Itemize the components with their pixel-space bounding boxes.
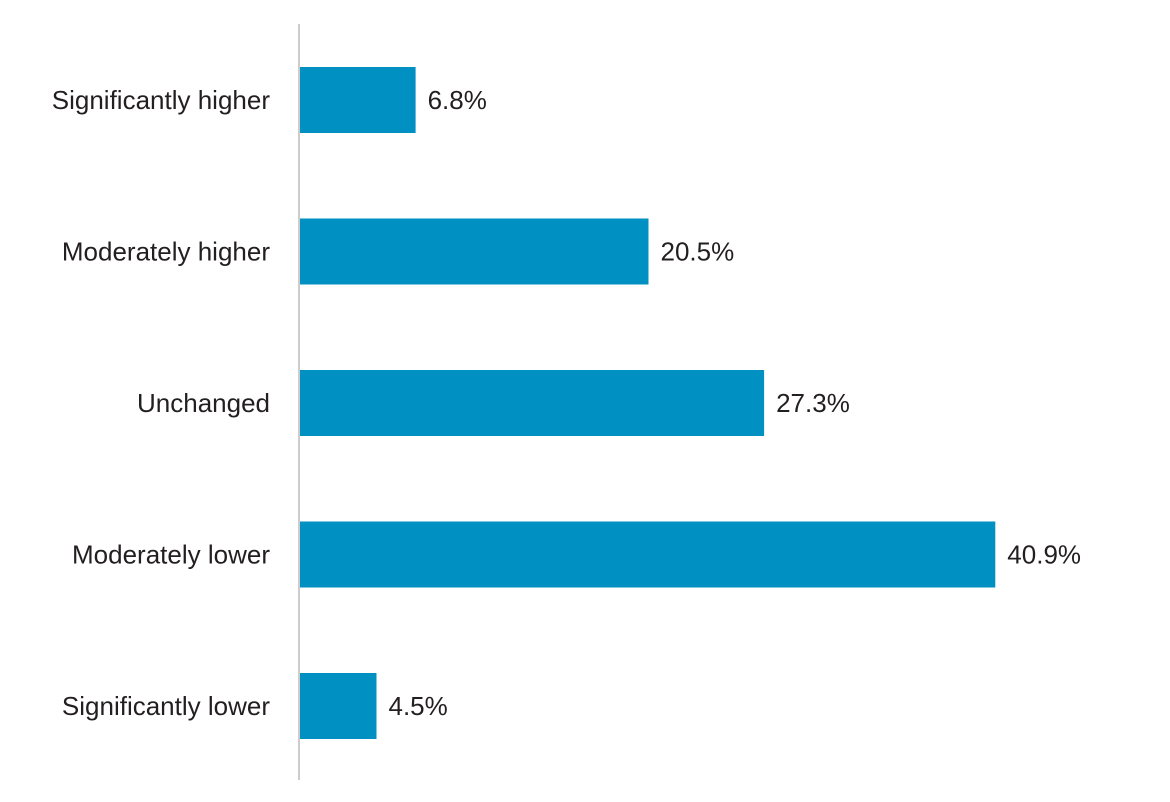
- category-label: Significantly lower: [62, 691, 270, 721]
- category-label: Significantly higher: [52, 85, 271, 115]
- data-label: 6.8%: [428, 85, 487, 115]
- data-label: 4.5%: [389, 691, 448, 721]
- data-label: 27.3%: [776, 388, 850, 418]
- data-label: 20.5%: [661, 237, 735, 267]
- data-label: 40.9%: [1007, 540, 1081, 570]
- bars-layer: Significantly higher 6.8% Moderately highe…: [52, 67, 1081, 739]
- bar: [300, 521, 996, 588]
- bar: [300, 218, 649, 285]
- category-label: Unchanged: [137, 388, 270, 418]
- category-label: Moderately higher: [62, 237, 270, 267]
- bar: [300, 67, 416, 133]
- bar: [300, 370, 765, 436]
- category-label: Moderately lower: [72, 540, 270, 570]
- bar: [300, 673, 377, 739]
